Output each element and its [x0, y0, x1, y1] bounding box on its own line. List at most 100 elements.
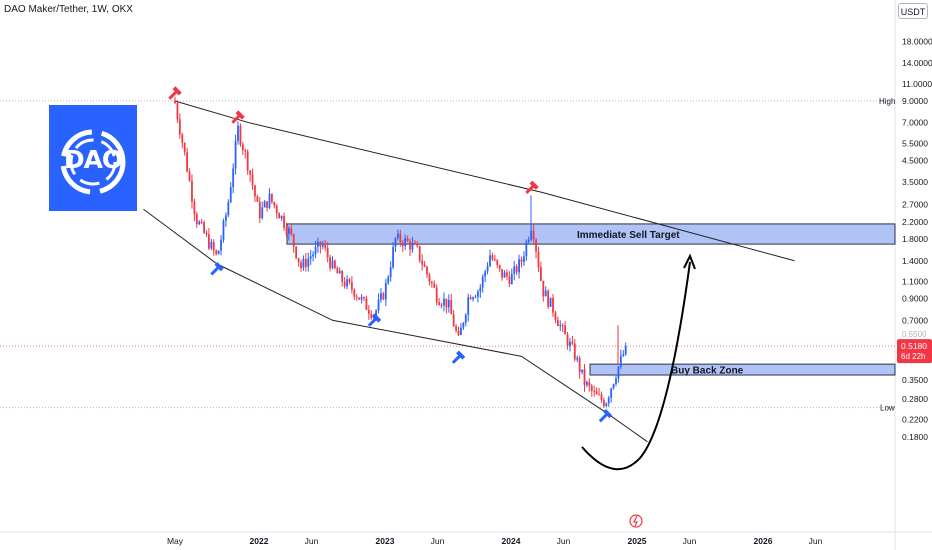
candle [457, 326, 460, 337]
candle-body [496, 259, 499, 266]
candle [178, 113, 181, 139]
candle-body [503, 272, 506, 278]
marker-head [235, 110, 245, 120]
candle [622, 350, 625, 357]
candle [491, 252, 494, 261]
candle-body [549, 297, 552, 307]
candle-body [610, 388, 613, 398]
candle [571, 335, 574, 346]
candle [404, 234, 407, 250]
candle-body [588, 381, 591, 386]
candle [445, 298, 448, 314]
candle-body [457, 330, 460, 336]
candle-body [198, 221, 201, 225]
candle [217, 250, 220, 255]
candle-body [586, 381, 588, 385]
time-tick-label: 2024 [502, 536, 521, 546]
candle-body [462, 322, 465, 328]
candle [312, 251, 315, 262]
candle-body [409, 241, 411, 250]
time-tick-label: 2023 [376, 536, 395, 546]
logo-text: DAO [63, 145, 123, 174]
candle [406, 235, 409, 242]
candle-body [491, 255, 494, 260]
marker-head [372, 313, 382, 323]
candle-body [191, 180, 193, 202]
event-flash-bolt [633, 515, 638, 527]
candle [212, 239, 215, 256]
candle-body [195, 214, 198, 225]
candle-body [569, 341, 571, 347]
time-tick-label: 2025 [628, 536, 647, 546]
candle-body [268, 193, 271, 208]
candle-body [266, 201, 268, 208]
candle-body [559, 325, 562, 327]
candle-body [435, 287, 438, 303]
candle-body [346, 279, 348, 287]
candle [200, 218, 203, 224]
candle [319, 241, 322, 254]
sell-target-zone [286, 223, 896, 245]
candle [513, 260, 516, 281]
candle-body [220, 239, 222, 251]
candle-body [583, 369, 586, 385]
candle-body [295, 246, 298, 259]
candle-body [440, 304, 443, 306]
candle [615, 374, 617, 387]
candle [590, 383, 593, 397]
candle-body [394, 238, 397, 247]
candle [394, 237, 397, 252]
candle [256, 194, 259, 202]
candle-body [251, 174, 254, 186]
candle [302, 255, 305, 271]
candle-body [188, 171, 191, 181]
sell-target-label: Immediate Sell Target [577, 230, 680, 241]
candle-body [552, 297, 554, 313]
candle [336, 265, 339, 274]
candle [280, 215, 283, 222]
candle [435, 284, 438, 306]
candle-body [256, 196, 259, 202]
candle-body [474, 296, 477, 298]
price-axis-ticks: 18.0000 14.0000 11.0000 9.0000 7.0000 5.5000 4… [902, 36, 932, 441]
candle [409, 238, 411, 257]
candle [581, 369, 583, 375]
candle [472, 296, 474, 302]
price-tick-label: 5.5000 [902, 138, 928, 148]
candle-body [508, 276, 511, 285]
candle [556, 316, 559, 327]
projection-arrowhead-icon [683, 253, 696, 270]
candle [232, 163, 235, 194]
candle-body [489, 255, 491, 267]
time-tick-label: Jun [809, 536, 823, 546]
candle [440, 302, 443, 309]
candle-body [455, 326, 457, 331]
candle [290, 223, 293, 236]
lower-channel-line [143, 208, 648, 443]
candle-body [215, 250, 218, 255]
upper-channel-line [174, 100, 795, 262]
overlapped-tick-label: 0.5500 [902, 330, 927, 339]
buy-marker-icon [367, 313, 382, 327]
candle-body [292, 234, 295, 247]
candle [595, 387, 598, 395]
candle [489, 249, 491, 268]
time-tick-label: 2026 [754, 536, 773, 546]
candle [222, 218, 225, 243]
candle-body [203, 222, 205, 233]
candle [309, 249, 312, 265]
candle [229, 182, 232, 204]
candle [287, 225, 290, 241]
marker-handle [598, 413, 608, 423]
candle-body [433, 283, 436, 288]
candle-body [287, 228, 290, 234]
currency-button[interactable]: USDT [898, 3, 928, 19]
candle [479, 284, 482, 298]
candle-body [593, 390, 596, 392]
candle [382, 291, 385, 301]
candle-body [232, 168, 235, 188]
candle [515, 264, 518, 276]
candle [602, 397, 605, 408]
candle [443, 292, 445, 312]
